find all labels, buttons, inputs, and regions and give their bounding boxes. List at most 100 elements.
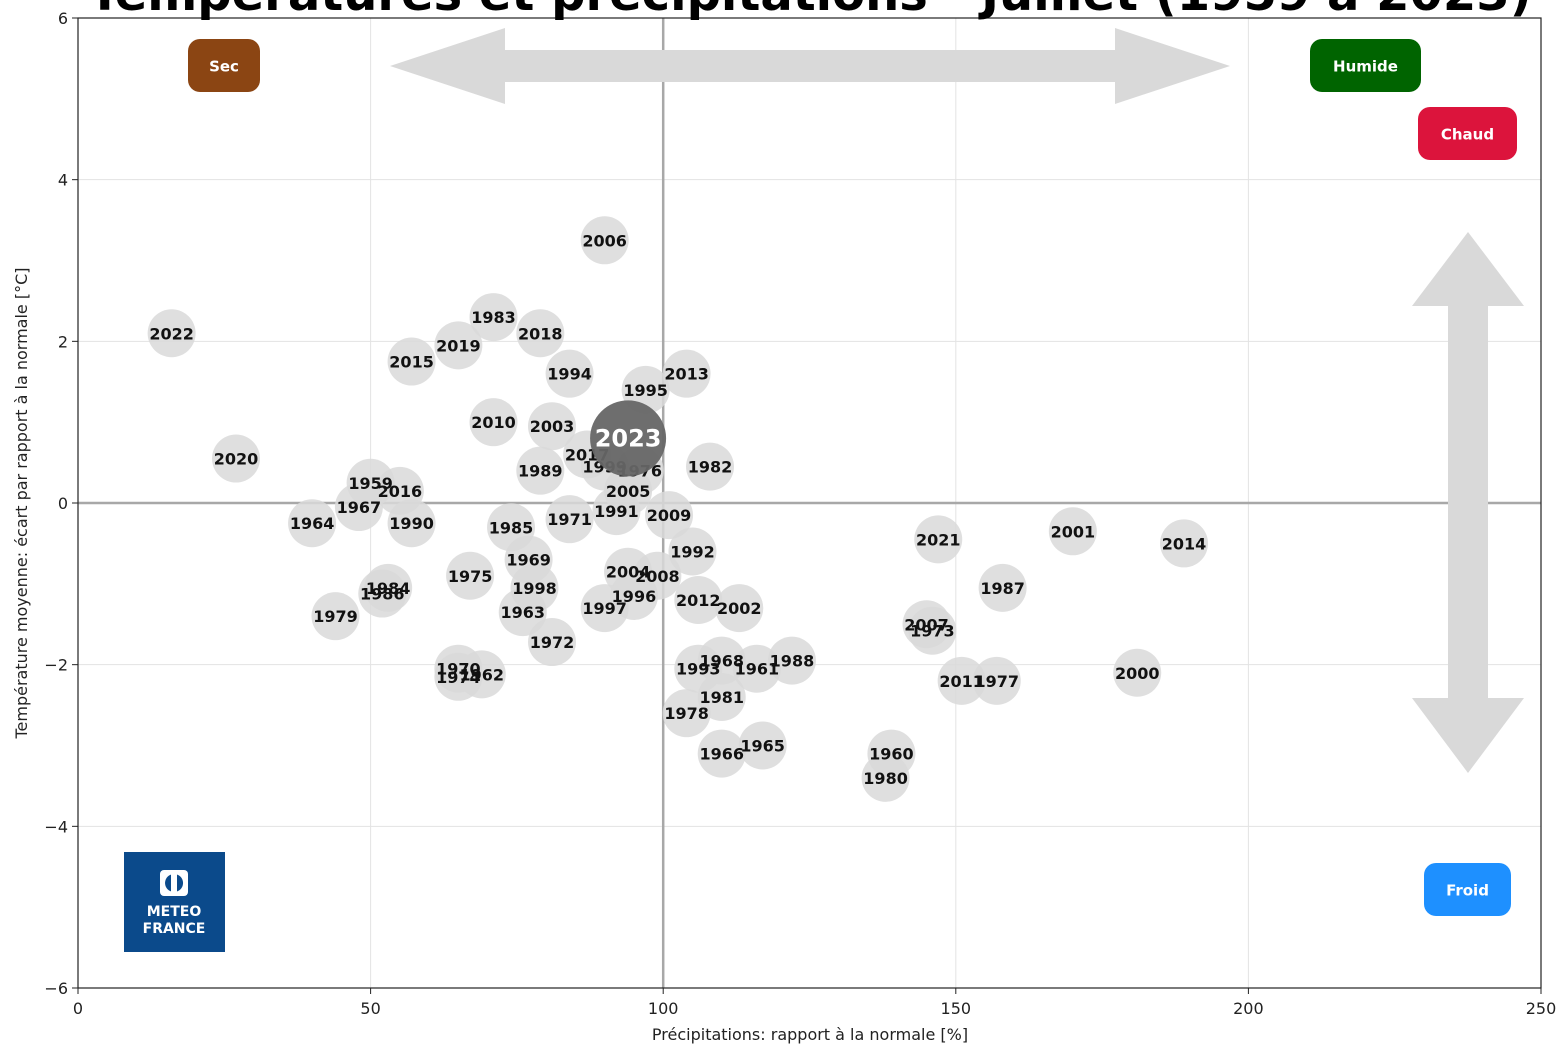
point-label-1962: 1962 — [460, 665, 505, 684]
point-label-1973: 1973 — [910, 622, 955, 641]
point-label-2004: 2004 — [606, 563, 651, 582]
y-tick-label: 4 — [58, 171, 68, 190]
highlight-label: 2023 — [595, 424, 662, 452]
point-2001 — [1048, 507, 1097, 556]
point-2014 — [1160, 519, 1209, 568]
sec-badge-label: Sec — [209, 58, 239, 76]
quadrant-badges: Sec Humide Chaud Froid — [188, 39, 1517, 916]
froid-badge-label: Froid — [1446, 882, 1489, 900]
y-tick-label: −6 — [44, 979, 68, 998]
point-label-2018: 2018 — [518, 324, 563, 343]
point-2013 — [662, 349, 711, 398]
point-label-2015: 2015 — [389, 353, 434, 372]
x-tick-label: 200 — [1233, 999, 1264, 1018]
x-axis-label: Précipitations: rapport à la normale [%] — [652, 1025, 968, 1044]
point-label-1965: 1965 — [740, 737, 785, 756]
point-label-1980: 1980 — [863, 769, 908, 788]
point-1978 — [662, 689, 711, 738]
point-1992 — [668, 527, 717, 576]
point-label-1966: 1966 — [699, 745, 744, 764]
point-2010 — [469, 398, 518, 447]
axis-ticks: 0 50 100 150 200 250 −6 −4 −2 0 2 4 6 — [44, 9, 1556, 1018]
y-tick-label: −4 — [44, 817, 68, 836]
point-label-1971: 1971 — [547, 510, 592, 529]
froid-badge — [1424, 863, 1511, 916]
y-tick-label: 0 — [58, 494, 68, 513]
point-label-1982: 1982 — [688, 458, 733, 477]
y-axis-label: Température moyenne: écart par rapport à… — [12, 267, 31, 739]
point-1971 — [545, 495, 594, 544]
point-label-2003: 2003 — [530, 417, 575, 436]
point-label-1990: 1990 — [389, 514, 434, 533]
point-2019 — [434, 321, 483, 370]
point-label-1975: 1975 — [448, 567, 493, 586]
point-2018 — [516, 309, 565, 358]
point-label-1960: 1960 — [869, 745, 914, 764]
point-1975 — [446, 551, 495, 600]
point-label-1964: 1964 — [290, 514, 335, 533]
point-label-1974: 1974 — [436, 668, 481, 687]
point-label-2006: 2006 — [582, 231, 627, 250]
point-1997 — [580, 584, 629, 633]
point-label-1970: 1970 — [436, 660, 481, 679]
point-label-2005: 2005 — [606, 482, 651, 501]
point-label-2014: 2014 — [1162, 534, 1207, 553]
point-1990 — [387, 499, 436, 548]
point-1986 — [358, 569, 407, 618]
horizontal-double-arrow — [390, 28, 1230, 104]
x-tick-label: 150 — [941, 999, 972, 1018]
logo-line2: FRANCE — [143, 921, 206, 937]
point-label-1986: 1986 — [360, 585, 405, 604]
point-label-2009: 2009 — [647, 506, 692, 525]
point-label-1968: 1968 — [699, 652, 744, 671]
point-label-2002: 2002 — [717, 599, 762, 618]
point-1967 — [334, 483, 383, 532]
point-label-2011: 2011 — [939, 672, 984, 691]
point-label-1997: 1997 — [582, 599, 627, 618]
point-2012 — [674, 576, 723, 624]
point-label-2022: 2022 — [149, 324, 194, 343]
point-label-1981: 1981 — [699, 688, 744, 707]
point-1991 — [592, 487, 641, 536]
point-1963 — [498, 588, 547, 637]
point-1994 — [545, 349, 594, 398]
point-label-1963: 1963 — [500, 603, 545, 622]
point-label-1979: 1979 — [313, 607, 358, 626]
point-1982 — [686, 442, 735, 491]
point-label-1998: 1998 — [512, 579, 557, 598]
point-label-1969: 1969 — [506, 551, 551, 570]
meteo-france-logo: METEO FRANCE — [124, 852, 225, 952]
point-label-1989: 1989 — [518, 462, 563, 481]
y-tick-label: 2 — [58, 332, 68, 351]
point-2006 — [580, 216, 629, 265]
point-1964 — [288, 499, 337, 548]
point-1989 — [516, 446, 565, 495]
point-1965 — [738, 721, 787, 770]
sec-badge — [188, 39, 260, 92]
point-label-2010: 2010 — [471, 413, 516, 432]
humide-badge-label: Humide — [1333, 58, 1398, 76]
point-label-1978: 1978 — [664, 704, 709, 723]
point-label-2020: 2020 — [214, 450, 259, 469]
point-1977 — [972, 656, 1021, 705]
point-label-2008: 2008 — [635, 567, 680, 586]
chaud-badge-label: Chaud — [1441, 126, 1494, 144]
point-2015 — [387, 337, 436, 386]
point-1987 — [978, 563, 1027, 612]
point-1966 — [697, 729, 746, 778]
point-label-1988: 1988 — [770, 652, 815, 671]
point-label-2016: 2016 — [378, 482, 423, 501]
point-2009 — [645, 491, 694, 540]
grid — [77, 17, 1542, 989]
point-label-2000: 2000 — [1115, 664, 1160, 683]
x-tick-label: 50 — [360, 999, 380, 1018]
point-1972 — [528, 618, 577, 667]
point-2003 — [528, 402, 577, 451]
point-label-1996: 1996 — [612, 587, 657, 606]
logo-line1: METEO — [147, 904, 202, 920]
point-label-1995: 1995 — [623, 381, 668, 400]
point-label-2012: 2012 — [676, 591, 721, 610]
point-label-2001: 2001 — [1051, 522, 1096, 541]
